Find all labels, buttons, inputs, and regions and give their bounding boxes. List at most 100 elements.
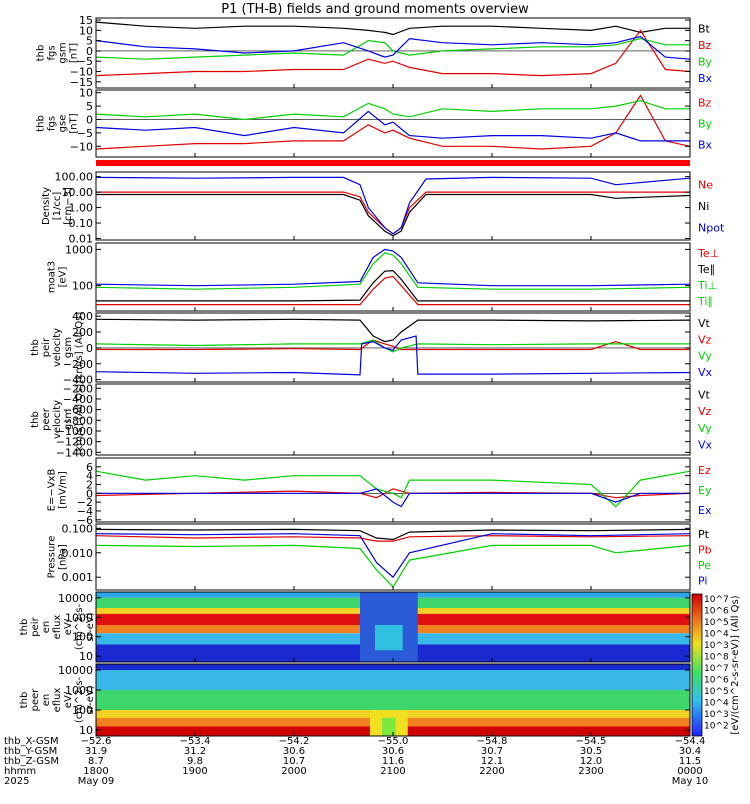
axis-tick-value: −54.5	[576, 736, 607, 747]
efield-ytick-label: −2	[77, 496, 93, 509]
pressure-ytick-label: 0.100	[62, 522, 94, 535]
fgs_gse-ylabel: fgs	[47, 116, 58, 131]
axis-row-label: thb_X-GSM	[4, 736, 59, 747]
temperature-legend-entry: Ti∥	[697, 295, 713, 308]
panel-velocity_peer: −200−400−600−800−1000−1200−1400 thb peer ve…	[30, 382, 713, 459]
colorbar-tick-label: 10^3	[704, 641, 729, 651]
peir_eflux-ylabel: eV/	[63, 618, 74, 635]
fgs_gsm-ytick-label: −15	[70, 76, 93, 89]
peir_eflux-ytick-label: 100	[72, 631, 93, 644]
panel-peir_eflux: 10000 1000 100 10 thb peir en eflux eV/(cm^2-s-s…	[19, 591, 691, 663]
colorbar-tick-label: 10^3	[704, 710, 729, 720]
velocity_peer-ylabel: gsm	[63, 409, 74, 430]
axis-tick-value: 8.7	[88, 756, 104, 767]
fgs_gsm-legend-entry: By	[698, 55, 713, 68]
pressure-legend-entry: Pe	[698, 559, 711, 572]
velocity_peir-legend-entry: Vx	[698, 366, 713, 379]
colorbar-tick-label: 10^5	[704, 618, 729, 628]
axis-tick-value: 12.1	[481, 756, 503, 767]
efield-ytick-label: −6	[77, 514, 93, 527]
axis-tick-value: 31.2	[184, 746, 206, 757]
axis-tick-value: −54.4	[675, 736, 706, 747]
density-frame	[95, 171, 691, 241]
series-velocity_peir-vt	[95, 318, 691, 343]
fgs_gsm-legend-entry: Bt	[698, 22, 711, 35]
axis-tick-value: 30.5	[580, 746, 602, 757]
efield-legend-entry: Ey	[698, 484, 712, 497]
series-temperature-ti	[95, 252, 691, 290]
axis-row-label: thb_Z-GSM	[4, 756, 59, 767]
panel-velocity_peir: 400 200 0 −200 −400 thb peir velocity gsm [km/s] …	[30, 310, 713, 386]
velocity_peer-legend-entry: Vx	[698, 439, 713, 452]
velocity_peer-ylabel: thb	[30, 411, 41, 428]
series-fgs_gse-bx	[95, 110, 690, 142]
series-pressure-pe	[95, 544, 691, 588]
peer_eflux-ylabel: peer	[30, 688, 41, 712]
colorbar-tick-label: 10^2	[704, 722, 729, 732]
velocity_peer-legend-entry: Vt	[698, 388, 711, 401]
density-ytick-label: 0.01	[69, 233, 94, 246]
axis-tick-value: May 09	[78, 776, 115, 787]
efield-ytick-label: 0	[86, 487, 93, 500]
density-legend-entry: Npot	[698, 221, 725, 234]
axis-tick-value: 0000	[677, 766, 702, 777]
axis-tick-value: 11.6	[382, 756, 404, 767]
peer_eflux-ylabel: eV/	[63, 691, 74, 708]
axis-row-label: thb_Y-GSM	[4, 746, 57, 757]
velocity_peir-ylabel: thb	[30, 339, 41, 356]
velocity_peir-ytick-label: −400	[63, 374, 93, 387]
axis-tick-value: 2000	[281, 766, 306, 777]
series-fgs_gsm-bt	[95, 21, 690, 36]
efield-ytick-label: 2	[86, 478, 93, 491]
fgs_gsm-ytick-label: 15	[79, 14, 93, 27]
density-ylabel: Density	[41, 187, 52, 225]
velocity_peer-ytick-label: −800	[63, 414, 93, 427]
velocity_peir-ylabel: [km/s] (All Qs)	[74, 312, 85, 384]
colorbar-tick-label: 10^7	[704, 595, 729, 605]
density-ytick-label: 0.10	[69, 217, 94, 230]
axis-tick-value: 31.9	[85, 746, 107, 757]
fgs_gsm-ytick-label: −5	[77, 55, 93, 68]
peir_eflux-ylabel: peir	[30, 616, 41, 636]
peer_eflux-ylabel: en	[41, 694, 52, 707]
peir_eflux-ytick-label: 10000	[58, 592, 93, 605]
temperature-ylabel: [eV]	[58, 267, 69, 288]
series-velocity_peir-vx	[95, 335, 691, 376]
fgs_gse-ytick-label: −5	[77, 127, 93, 140]
fgs_gse-ylabel: [nT]	[69, 113, 80, 133]
peer_eflux-band-1	[96, 670, 690, 691]
pressure-ylabel: [nPa]	[58, 544, 69, 570]
panel-peer_eflux: 10000 1000 100 10 thb peer en eflux eV/(cm^2-s-s…	[19, 663, 691, 737]
density-ylabel: [cm−3]	[63, 187, 74, 225]
temperature-ytick-label: 100	[72, 280, 93, 293]
fgs_gse-legend-entry: By	[698, 118, 713, 131]
velocity_peir-ylabel: velocity	[52, 328, 63, 367]
density-ylabel: [1/cc]	[52, 192, 63, 221]
peer_eflux-ylabel: (cm^2-s-	[74, 676, 85, 723]
peir_eflux-ylabel: (cm^2-s-	[74, 603, 85, 650]
velocity_peir-ytick-label: −200	[63, 358, 93, 371]
figure-title: P1 (TH-B) fields and ground moments over…	[221, 2, 529, 17]
axis-tick-value: −55.0	[378, 736, 409, 747]
axis-tick-value: 11.5	[679, 756, 701, 767]
peer_eflux-gap-inner	[382, 717, 396, 736]
series-fgs_gse-by	[95, 100, 690, 121]
velocity_peer-ytick-label: −200	[63, 382, 93, 395]
pressure-legend-entry: Pb	[698, 543, 712, 556]
peir_eflux-ylabel: sr-eV)	[85, 612, 96, 641]
velocity_peer-ytick-label: −1200	[56, 436, 93, 449]
velocity_peer-ytick-label: −600	[63, 404, 93, 417]
colorbar-tick-label: 10^8	[704, 653, 729, 663]
peer_eflux-ylabel: sr-eV)	[85, 685, 96, 714]
fgs_gsm-ytick-label: 0	[86, 45, 93, 58]
series-efield-ez	[95, 488, 691, 499]
axis-tick-value: 9.8	[187, 756, 203, 767]
series-velocity_peir-vy	[95, 339, 690, 353]
fgs_gse-legend-entry: Bz	[698, 97, 712, 110]
